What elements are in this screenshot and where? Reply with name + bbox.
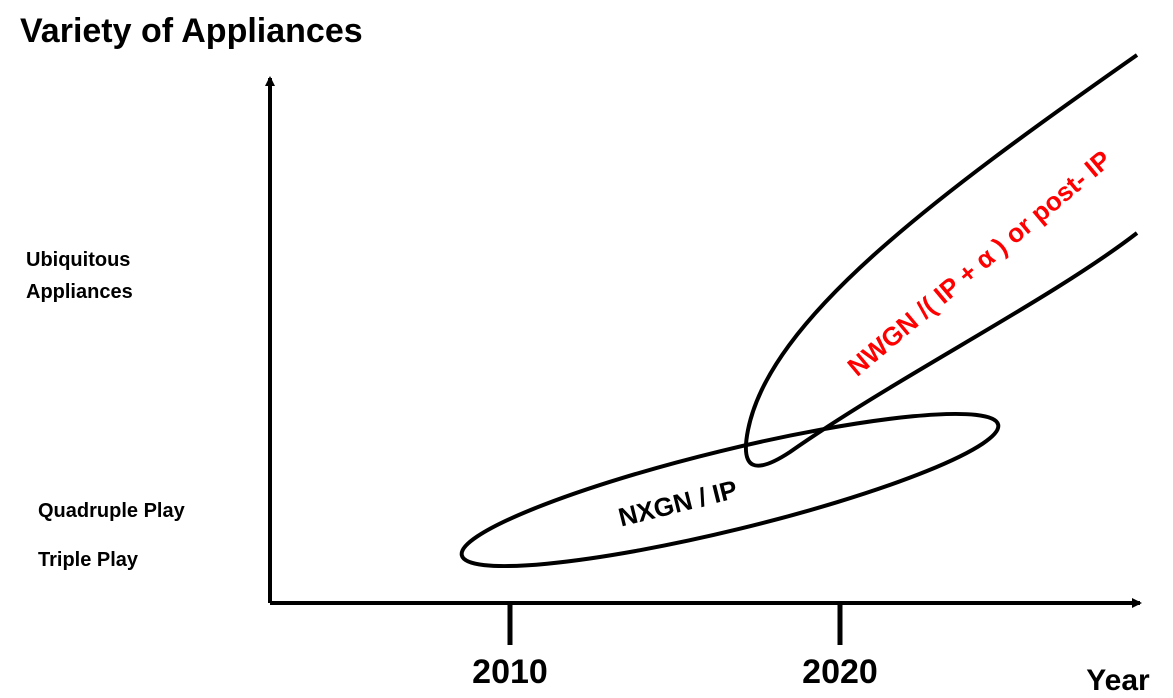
y-label: Triple Play [38, 549, 139, 571]
y-label: Quadruple Play [38, 500, 186, 522]
region-label: NXGN / IP [615, 474, 740, 532]
nxgn-region [459, 411, 1001, 569]
x-label: 2020 [802, 653, 878, 691]
y-label: Ubiquitous [26, 249, 130, 271]
x-label: 2010 [472, 653, 548, 691]
title: Variety of Appliances [20, 12, 363, 50]
nwgn-region [743, 53, 1139, 468]
x-axis-label: Year [1086, 664, 1150, 697]
region-label: NWGN /( IP + α ) or post- IP [842, 144, 1117, 382]
y-label: Appliances [26, 281, 133, 303]
